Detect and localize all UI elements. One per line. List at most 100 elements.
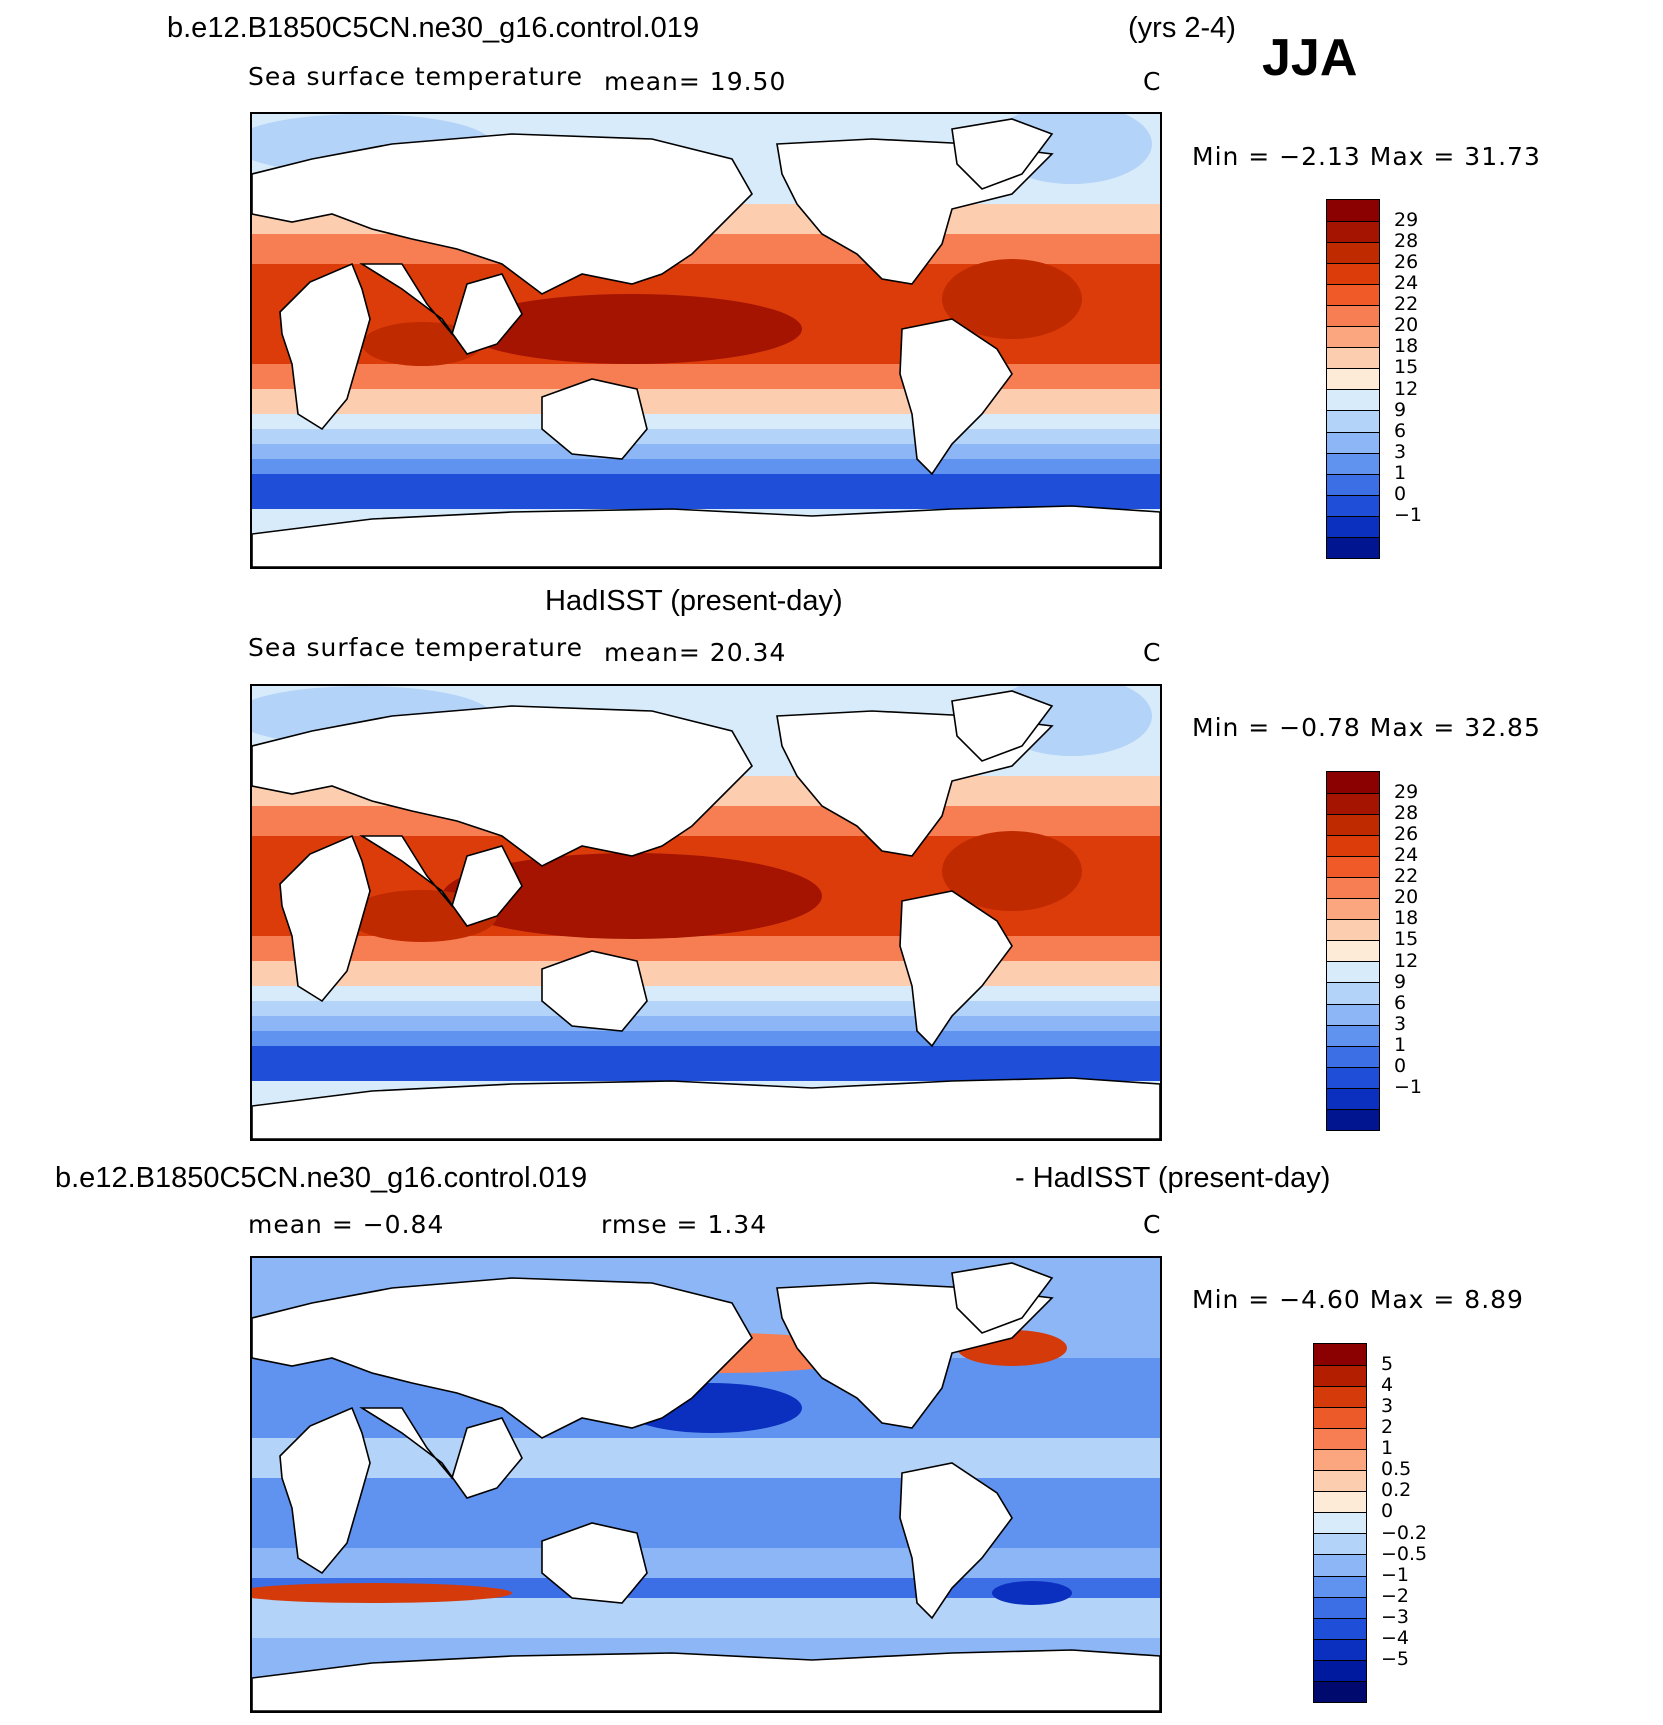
colorbar-segment: [1327, 473, 1379, 495]
panel3-map: [250, 1256, 1162, 1713]
colorbar-segment: [1327, 856, 1379, 878]
colorbar-segment: [1327, 1003, 1379, 1025]
sst-band: [252, 444, 1160, 459]
colorbar-segment: [1327, 242, 1379, 264]
colorbar-segment: [1327, 515, 1379, 537]
colorbar-segment: [1327, 263, 1379, 285]
greenland-landmass: [951, 690, 1054, 762]
colorbar-segment: [1327, 1066, 1379, 1088]
years-label: (yrs 2-4): [1128, 12, 1236, 44]
colorbar-tick-label: −3: [1381, 1605, 1410, 1628]
colorbar-segment: [1314, 1365, 1366, 1387]
sst-band: [252, 459, 1160, 474]
sst-band: [252, 1001, 1160, 1016]
sst-band: [252, 429, 1160, 444]
colorbar-segment: [1327, 877, 1379, 899]
colorbar-tick-label: −0.5: [1381, 1542, 1428, 1565]
colorbar-segment: [1314, 1554, 1366, 1576]
africa-landmass: [279, 262, 371, 431]
south-america-landmass: [899, 1462, 1013, 1620]
panel3-units: C: [1143, 1210, 1162, 1239]
antarctica-landmass: [252, 1077, 1160, 1139]
colorbar-tick-label: −1: [1394, 503, 1423, 526]
colorbar-tick-label: −2: [1381, 1584, 1410, 1607]
sst-band: [252, 414, 1160, 429]
colorbar-tick-label: 0.5: [1381, 1458, 1412, 1481]
colorbar-tick-label: 29: [1394, 781, 1419, 804]
panel2-units: C: [1143, 638, 1162, 667]
sst-band: [252, 474, 1160, 509]
sst-band: [252, 1548, 1160, 1578]
antarctica-landmass: [252, 1649, 1160, 1711]
colorbar-segment: [1314, 1449, 1366, 1471]
colorbar-segment: [1327, 221, 1379, 243]
panel2-minmax: Min = −0.78 Max = 32.85: [1192, 713, 1541, 742]
panel2-title: HadISST (present-day): [545, 585, 843, 617]
africa-landmass: [279, 1406, 371, 1575]
colorbar-segment: [1327, 368, 1379, 390]
colorbar-segment: [1327, 772, 1379, 794]
greenland-landmass: [951, 118, 1054, 190]
colorbar-segment: [1314, 1659, 1366, 1681]
colorbar-segment: [1314, 1344, 1366, 1366]
panel1-mean: mean= 19.50: [604, 67, 787, 96]
southern-ocean-warm-anomaly: [252, 1583, 512, 1603]
colorbar-tick-label: 5: [1381, 1353, 1394, 1376]
sst-band: [252, 1031, 1160, 1046]
colorbar-tick-label: 26: [1394, 823, 1419, 846]
colorbar-tick-label: 3: [1394, 440, 1407, 463]
sst-band: [252, 389, 1160, 414]
colorbar-segment: [1327, 305, 1379, 327]
colorbar-tick-label: 18: [1394, 335, 1419, 358]
sst-band: [252, 1478, 1160, 1548]
colorbar-segment: [1327, 452, 1379, 474]
sst-band: [252, 1016, 1160, 1031]
colorbar-segment: [1327, 1045, 1379, 1067]
colorbar-segment: [1314, 1491, 1366, 1513]
colorbar-tick-label: 26: [1394, 251, 1419, 274]
colorbar-tick-label: 24: [1394, 844, 1419, 867]
colorbar-segment: [1327, 536, 1379, 558]
colorbar-segment: [1327, 347, 1379, 369]
colorbar-tick-label: 22: [1394, 293, 1419, 316]
colorbar-segment: [1314, 1428, 1366, 1450]
australia-landmass: [541, 950, 648, 1032]
arabia-india-landmass: [359, 1407, 523, 1499]
eurasia-landmass: [252, 1277, 753, 1439]
colorbar-tick-label: 20: [1394, 314, 1419, 337]
colorbar-tick-label: 22: [1394, 865, 1419, 888]
colorbar-tick-label: 9: [1394, 398, 1407, 421]
panel3-colorbar: [1313, 1343, 1367, 1703]
colorbar-segment: [1314, 1617, 1366, 1639]
panel3-minmax: Min = −4.60 Max = 8.89: [1192, 1285, 1524, 1314]
colorbar-segment: [1327, 940, 1379, 962]
colorbar-tick-label: 1: [1394, 1033, 1407, 1056]
atlantic-warm: [942, 831, 1082, 911]
colorbar-segment: [1327, 961, 1379, 983]
colorbar-segment: [1327, 1024, 1379, 1046]
colorbar-tick-label: 4: [1381, 1374, 1394, 1397]
colorbar-segment: [1314, 1533, 1366, 1555]
colorbar-tick-label: 3: [1381, 1395, 1394, 1418]
colorbar-tick-label: 24: [1394, 272, 1419, 295]
colorbar-tick-label: 28: [1394, 802, 1419, 825]
colorbar-segment: [1327, 326, 1379, 348]
sst-band: [252, 1438, 1160, 1478]
colorbar-tick-label: 29: [1394, 209, 1419, 232]
sst-band: [252, 986, 1160, 1001]
panel3-title-left: b.e12.B1850C5CN.ne30_g16.control.019: [55, 1162, 588, 1194]
colorbar-tick-label: 1: [1394, 461, 1407, 484]
colorbar-tick-label: 18: [1394, 907, 1419, 930]
warm-pool: [462, 294, 802, 364]
colorbar-tick-label: 15: [1394, 356, 1419, 379]
panel1-units: C: [1143, 67, 1162, 96]
colorbar-tick-label: 0.2: [1381, 1479, 1412, 1502]
panel3-mean: mean = −0.84: [248, 1210, 445, 1239]
colorbar-segment: [1314, 1596, 1366, 1618]
colorbar-segment: [1327, 793, 1379, 815]
colorbar-segment: [1327, 814, 1379, 836]
season-label: JJA: [1262, 29, 1358, 87]
south-america-landmass: [899, 318, 1013, 476]
colorbar-segment: [1327, 410, 1379, 432]
antarctica-landmass: [252, 505, 1160, 567]
